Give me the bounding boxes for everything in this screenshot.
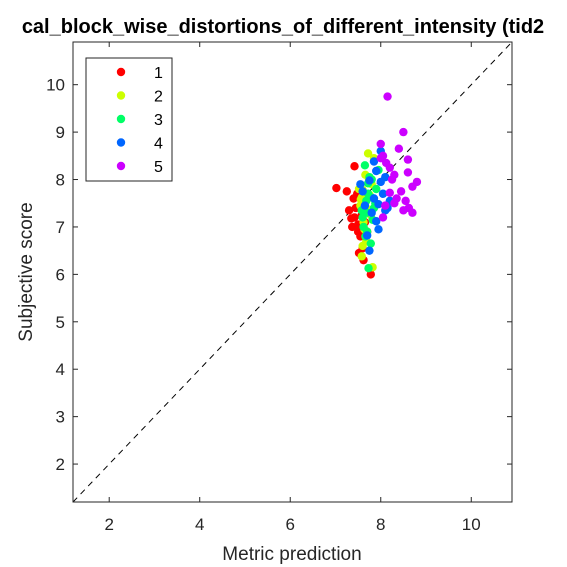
data-point-series-1 <box>332 183 341 193</box>
legend-marker-series-5 <box>116 161 126 171</box>
data-point-series-5 <box>385 188 395 198</box>
data-point-series-4 <box>358 187 367 196</box>
data-point-series-4 <box>369 157 379 166</box>
data-point-series-4 <box>365 246 374 255</box>
x-axis-label: Metric prediction <box>222 544 361 565</box>
data-point-series-4 <box>374 225 383 234</box>
series-5-points <box>376 92 422 222</box>
data-point-series-5 <box>387 175 397 184</box>
data-point-series-5 <box>381 201 390 210</box>
data-point-series-1 <box>350 213 359 222</box>
y-tick-label: 9 <box>56 123 65 142</box>
legend-box <box>85 57 173 182</box>
data-point-series-5 <box>401 196 410 206</box>
data-point-series-2 <box>357 252 366 261</box>
data-point-series-4 <box>356 180 365 189</box>
data-point-series-4 <box>365 176 374 185</box>
x-tick-label: 2 <box>104 515 113 534</box>
data-point-series-3 <box>366 239 375 248</box>
y-tick-label: 5 <box>56 313 65 332</box>
data-point-series-5 <box>399 127 408 137</box>
data-point-series-5 <box>376 153 385 163</box>
legend: 1 2 3 4 5 <box>85 57 173 182</box>
y-tick-label: 2 <box>56 455 65 474</box>
data-points-layer <box>332 92 422 279</box>
y-tick-label: 4 <box>56 360 65 379</box>
legend-label-series-1: 1 <box>154 65 163 82</box>
x-tick-label: 10 <box>462 515 481 534</box>
data-point-series-3 <box>359 222 368 232</box>
data-point-series-5 <box>403 155 413 164</box>
legend-marker-series-4 <box>116 138 126 147</box>
data-point-series-2 <box>358 241 367 251</box>
data-point-series-1 <box>353 227 363 236</box>
data-point-series-4 <box>367 208 376 217</box>
data-point-series-1 <box>350 162 359 171</box>
data-point-series-4 <box>369 194 379 203</box>
data-point-series-5 <box>381 158 391 168</box>
reference-diagonal-line <box>72 41 513 503</box>
data-point-series-4 <box>374 199 383 209</box>
data-point-series-4 <box>360 201 370 210</box>
legend-label-series-3: 3 <box>154 112 163 129</box>
x-tick-label: 6 <box>286 515 295 534</box>
data-point-series-5 <box>376 139 385 149</box>
legend-label-series-5: 5 <box>154 159 163 176</box>
y-axis-label: Subjective score <box>16 202 37 341</box>
y-tick-label: 10 <box>46 76 65 95</box>
legend-items: 1 2 3 4 5 <box>116 65 163 176</box>
y-tick-label: 3 <box>56 408 65 427</box>
data-point-series-5 <box>390 199 399 208</box>
y-tick-label: 8 <box>56 171 65 190</box>
x-axis-ticks: 2 4 6 8 10 <box>104 42 481 534</box>
x-tick-label: 4 <box>195 515 204 534</box>
data-point-series-4 <box>381 172 390 182</box>
data-point-series-4 <box>372 166 381 176</box>
data-point-series-3 <box>360 161 370 170</box>
y-tick-label: 6 <box>56 265 65 284</box>
legend-label-series-2: 2 <box>154 89 163 106</box>
data-point-series-5 <box>396 187 406 196</box>
legend-marker-series-2 <box>116 91 126 100</box>
y-axis-ticks: 2 3 4 5 6 7 8 9 10 <box>46 76 512 474</box>
data-point-series-3 <box>364 264 373 273</box>
data-point-series-5 <box>404 203 414 213</box>
legend-marker-series-3 <box>116 114 126 124</box>
data-point-series-1 <box>342 187 352 196</box>
x-tick-label: 8 <box>376 515 385 534</box>
data-point-series-5 <box>394 144 404 153</box>
data-point-series-2 <box>363 149 373 158</box>
data-point-series-1 <box>344 206 354 215</box>
y-tick-label: 7 <box>56 218 65 237</box>
data-point-series-5 <box>412 177 422 187</box>
legend-label-series-4: 4 <box>154 136 163 153</box>
data-point-series-4 <box>378 189 388 198</box>
data-point-series-5 <box>378 213 388 222</box>
legend-marker-series-1 <box>116 67 126 77</box>
data-point-series-4 <box>362 231 372 240</box>
data-point-series-5 <box>403 168 413 177</box>
data-point-series-3 <box>372 184 381 194</box>
plot-frame <box>72 41 513 503</box>
data-point-series-5 <box>383 92 392 101</box>
chart-title: cal_block_wise_distortions_of_different_… <box>22 16 544 38</box>
data-point-series-4 <box>372 217 381 226</box>
